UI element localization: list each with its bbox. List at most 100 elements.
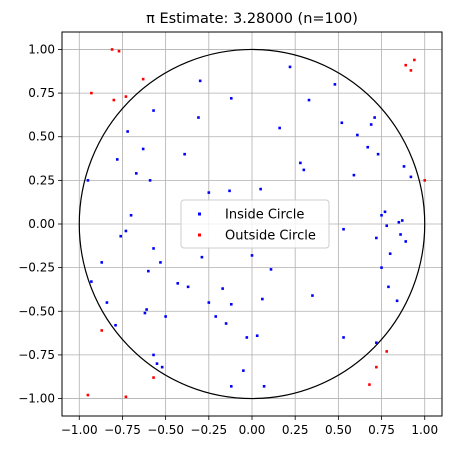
x-tick-label-4: 0.00 [239,423,266,437]
inside-point-60 [373,116,376,119]
inside-point-34 [229,302,233,306]
x-tick-label-6: 0.50 [325,423,352,437]
inside-point-4 [114,323,117,327]
unit-circle-outline [78,48,426,400]
chart-title: π Estimate: 3.28000 (n=100) [146,11,358,27]
inside-point-38 [242,369,245,372]
y-tick-label-8: 1.00 [28,42,55,56]
x-tick-label-2: −0.50 [147,423,184,437]
inside-point-23 [176,282,180,285]
inside-point-1 [90,280,93,283]
inside-point-40 [250,254,254,257]
outside-point-8 [124,395,128,399]
outside-point-0 [86,393,90,397]
y-tick-label-1: −0.75 [18,348,55,362]
outside-point-2 [100,329,104,332]
inside-point-69 [395,299,399,303]
legend-marker-inside [198,212,201,216]
inside-point-71 [399,233,402,236]
inside-point-48 [299,161,302,165]
outside-point-5 [112,98,116,102]
inside-point-59 [369,123,373,126]
y-axis-ticks: −1.00 −0.75 −0.50 −0.25 0.00 0.25 0.50 0.75 1.00 [18,42,62,406]
outside-point-14 [409,69,413,72]
scatter-points [86,48,427,399]
inside-point-14 [147,269,150,273]
y-tick-label-7: 0.75 [28,86,55,100]
inside-point-74 [404,240,408,243]
y-tick-label-0: −1.00 [18,392,55,406]
inside-point-39 [245,336,249,339]
inside-point-35 [228,189,231,193]
inside-point-49 [302,168,306,172]
y-tick-label-2: −0.50 [18,304,55,318]
inside-point-30 [207,191,211,194]
x-tick-label-0: −1.00 [61,423,98,437]
inside-point-63 [375,341,378,344]
inside-point-6 [119,234,123,238]
inside-point-9 [129,213,133,217]
inside-point-2 [100,261,104,264]
inside-point-53 [340,121,344,125]
inside-point-12 [143,311,147,315]
inside-point-44 [262,385,266,388]
x-axis-ticks: −1.00 −0.75 −0.50 −0.25 0.00 0.25 0.50 0.75 1.00 [61,416,438,437]
inside-point-25 [186,285,190,289]
inside-point-45 [269,268,273,271]
inside-point-76 [380,266,383,269]
y-tick-label-3: −0.25 [18,261,55,275]
legend-label-outside: Outside Circle [225,229,316,244]
legend-marker-outside [198,233,201,237]
inside-point-42 [261,297,264,301]
outside-point-7 [141,77,145,81]
x-tick-label-5: 0.25 [282,423,309,437]
inside-point-3 [105,301,109,304]
inside-point-62 [376,152,380,156]
inside-point-41 [255,334,259,338]
inside-point-57 [356,133,359,137]
inside-point-32 [221,287,224,290]
inside-point-29 [207,301,211,304]
inside-point-55 [342,336,345,339]
inside-point-58 [366,145,370,149]
y-tick-label-4: 0.00 [28,217,55,231]
inside-point-31 [214,315,218,318]
outside-point-4 [117,49,121,53]
inside-point-13 [145,308,148,311]
legend-box [180,199,330,249]
inside-point-26 [197,116,200,119]
inside-point-43 [259,187,262,191]
inside-point-52 [333,83,337,86]
unit-circle [78,48,426,400]
x-tick-label-8: 1.00 [411,423,438,437]
inside-point-0 [86,179,90,182]
outside-point-16 [423,179,427,182]
legend-label-inside: Inside Circle [225,208,304,223]
inside-point-20 [159,261,162,264]
inside-point-73 [402,165,406,168]
inside-point-33 [224,322,228,325]
inside-point-36 [229,97,233,100]
inside-point-67 [387,285,390,289]
x-tick-label-3: −0.25 [190,423,227,437]
x-tick-label-1: −0.75 [104,423,141,437]
outside-point-12 [385,350,389,353]
outside-point-13 [404,63,408,67]
inside-point-50 [307,98,311,102]
inside-point-5 [115,158,119,161]
inside-point-56 [352,173,356,177]
inside-point-47 [288,65,292,69]
inside-point-51 [311,294,314,297]
inside-point-64 [380,213,383,217]
x-tick-label-7: 0.75 [368,423,395,437]
inside-point-28 [200,255,204,259]
outside-point-6 [124,95,128,98]
inside-point-65 [383,210,387,214]
inside-point-11 [141,147,145,151]
inside-point-54 [342,227,345,231]
inside-point-18 [152,353,155,357]
legend: Inside Circle Outside Circle [180,199,330,249]
outside-point-11 [375,365,378,369]
inside-point-24 [183,152,186,156]
